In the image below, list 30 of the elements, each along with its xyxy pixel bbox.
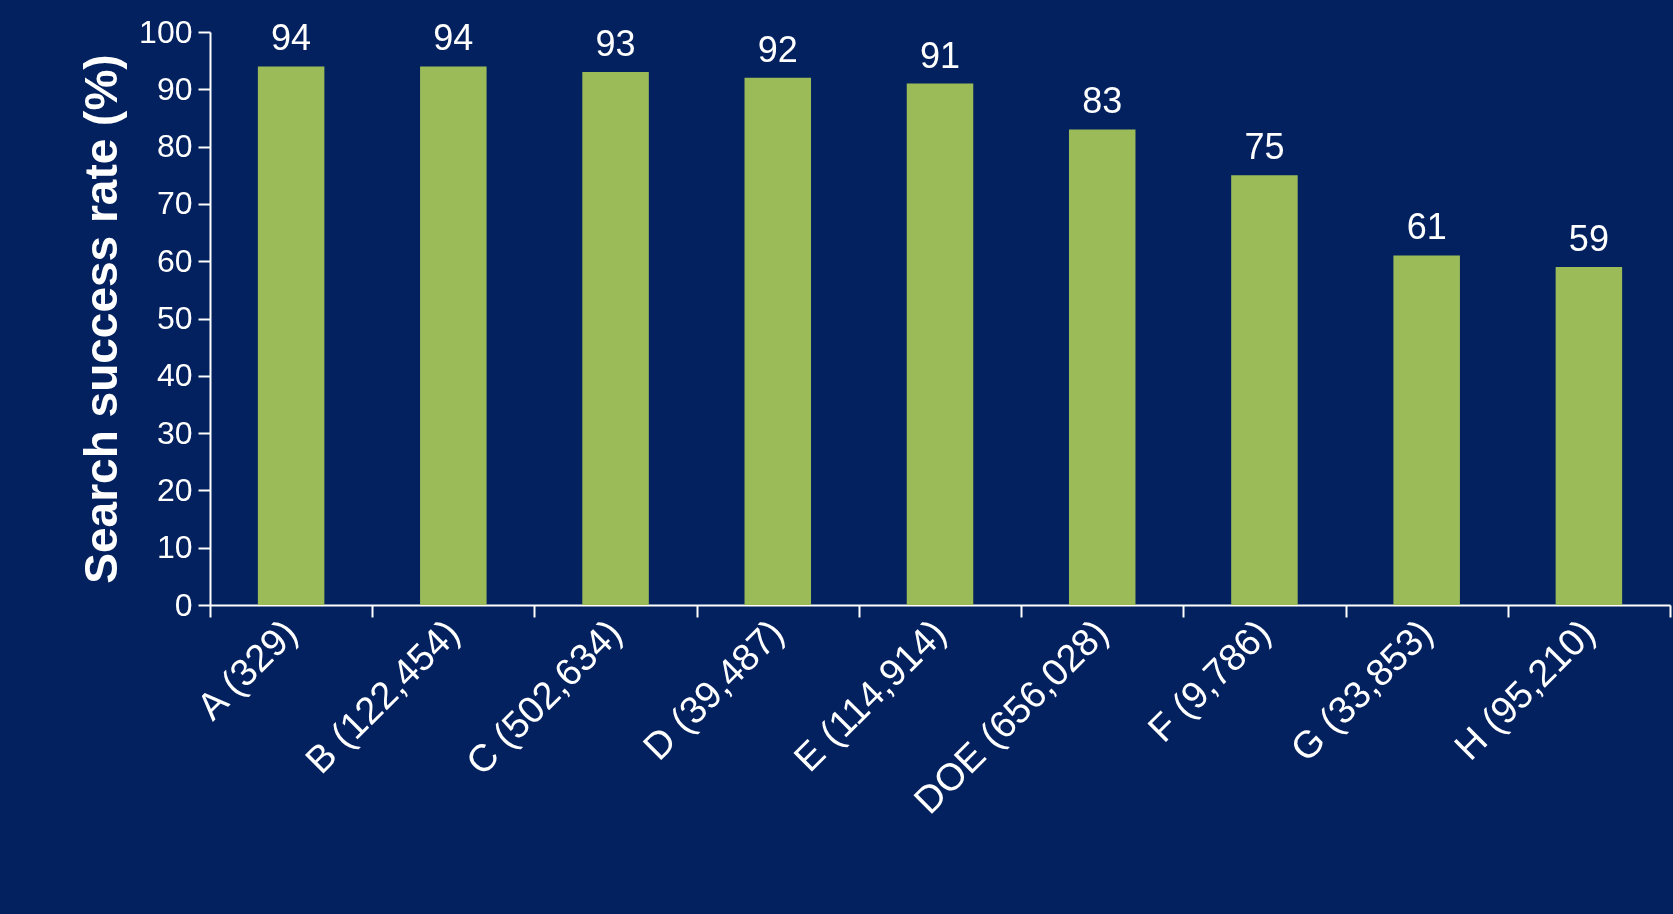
y-tick-label: 90 <box>156 70 193 107</box>
y-tick-label: 50 <box>156 300 193 336</box>
bar <box>1393 255 1460 605</box>
bar <box>420 66 487 605</box>
y-tick-label: 10 <box>156 529 193 566</box>
bar <box>1231 175 1298 605</box>
bar <box>582 72 649 605</box>
data-label: 94 <box>433 17 474 59</box>
data-label: 93 <box>595 23 636 65</box>
y-tick-label: 0 <box>174 586 193 623</box>
bar <box>744 77 812 605</box>
y-tick-label: 20 <box>156 471 193 508</box>
data-label: 94 <box>271 17 312 59</box>
bar <box>1068 129 1136 605</box>
data-label: 75 <box>1244 126 1285 168</box>
data-label: 59 <box>1568 217 1609 259</box>
bar <box>1555 266 1623 605</box>
y-tick-label: 40 <box>156 357 193 394</box>
y-tick-label: 60 <box>156 242 193 279</box>
data-label: 92 <box>757 28 798 70</box>
y-tick-label: 70 <box>156 185 193 222</box>
data-label: 91 <box>919 34 961 76</box>
data-label: 61 <box>1406 206 1447 248</box>
y-tick-label: 30 <box>156 414 193 451</box>
bar <box>257 66 325 605</box>
y-tick-label: 100 <box>139 13 193 50</box>
y-axis-title: Search success rate (%) <box>75 54 128 584</box>
y-tick-label: 80 <box>156 128 193 165</box>
data-label: 83 <box>1082 80 1123 122</box>
bar <box>906 83 974 605</box>
